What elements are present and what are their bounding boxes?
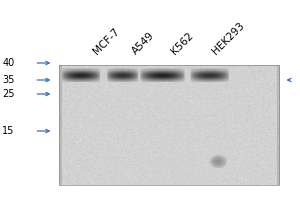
- Text: A549: A549: [130, 30, 157, 56]
- Text: 25: 25: [2, 89, 15, 99]
- Bar: [58, 65, 279, 185]
- Text: K562: K562: [169, 30, 195, 56]
- Text: 15: 15: [2, 126, 15, 136]
- Text: HEK293: HEK293: [210, 20, 246, 56]
- Text: 35: 35: [2, 75, 15, 85]
- Text: 40: 40: [2, 58, 15, 68]
- Text: MCF-7: MCF-7: [92, 26, 122, 56]
